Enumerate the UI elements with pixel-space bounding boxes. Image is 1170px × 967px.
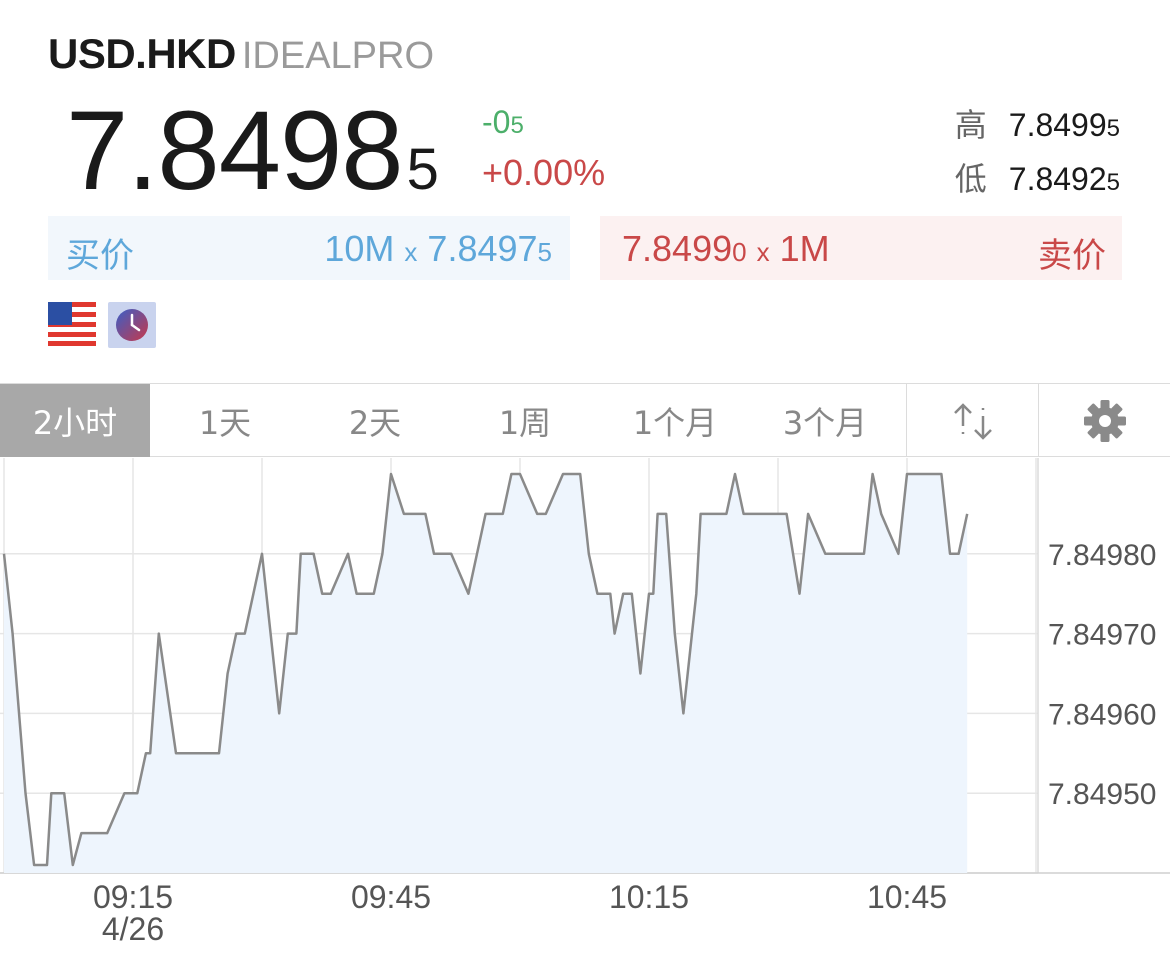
ask-x: x [756,237,770,267]
exchange-name: IDEALPRO [241,35,435,77]
ask-quote: 7.84990 x 1M [622,228,830,270]
bid-button[interactable]: 买价 10M x 7.84975 [48,216,570,280]
tab-3m-label: 3个月 [782,403,868,442]
tab-1w-label: 1周 [498,403,552,442]
ask-button[interactable]: 7.84990 x 1M 卖价 [600,216,1122,280]
y-tick-label: 7.84950 [1048,778,1156,811]
x-tick-label: 10:45 [867,879,947,915]
sort-arrows-icon [953,402,992,440]
price-area-fill [4,474,968,873]
settings-button[interactable] [1039,384,1170,457]
x-tick-label: 10:15 [609,879,689,915]
price-line [2,472,969,867]
ask-size: 1M [779,228,830,269]
tab-1m-label: 1个月 [632,403,718,442]
tab-1w[interactable]: 1周 [450,384,600,457]
last-price: 7.84985 [66,86,439,215]
high-value-main: 7.8499 [1008,107,1107,143]
symbol-header: USD.HKD IDEALPRO [48,30,434,78]
y-tick-label: 7.84980 [1048,539,1156,572]
tab-divider [906,384,907,457]
high-value: 7.84995 [1009,107,1120,143]
tab-1d[interactable]: 1天 [150,384,300,457]
price-change-percent: +0.00% [482,152,606,193]
x-tick-label: 09:45 [351,879,431,915]
bid-quote: 10M x 7.84975 [324,228,552,270]
price-change-sub: 5 [510,112,524,139]
tab-divider [1038,384,1039,457]
high-label: 高 [954,106,987,144]
bid-size: 10M [324,228,395,269]
bid-label: 买价 [66,236,134,276]
tab-2d[interactable]: 2天 [300,384,450,457]
x-date-label: 4/26 [102,911,164,947]
sort-button[interactable] [907,384,1038,457]
ask-price-sub: 0 [732,237,747,267]
bid-price-sub: 5 [537,237,552,267]
price-change: -05 [482,104,524,141]
low-value: 7.84925 [1009,161,1120,197]
clock-icon [116,309,148,341]
last-price-sub: 5 [406,137,439,202]
tab-2h-label: 2小时 [32,403,118,442]
low-label: 低 [954,160,987,198]
us-flag-icon [48,302,96,346]
low-row: 低 7.84925 [955,154,1120,200]
bid-price-main: 7.8497 [427,228,538,269]
tab-2d-label: 2天 [348,403,402,442]
price-chart[interactable]: 7.84980 7.84970 7.84960 7.84950 09:15 09:45 10… [0,458,1170,967]
tab-1d-label: 1天 [198,403,252,442]
gear-icon [1083,399,1126,442]
symbol-name: USD.HKD [48,30,236,77]
clock-button[interactable] [108,302,156,348]
last-price-main: 7.8498 [66,88,404,213]
tab-3m[interactable]: 3个月 [750,384,900,457]
x-tick-label: 09:15 [93,879,173,915]
y-tick-label: 7.84960 [1048,698,1156,731]
ask-price-main: 7.8499 [622,228,733,269]
y-tick-label: 7.84970 [1048,619,1156,652]
tab-1m[interactable]: 1个月 [600,384,750,457]
high-value-sub: 5 [1106,115,1120,142]
high-row: 高 7.84995 [955,100,1120,146]
tab-2h[interactable]: 2小时 [0,384,150,457]
low-value-main: 7.8492 [1008,161,1107,197]
range-tab-bar: 2小时 1天 2天 1周 1个月 3个月 [0,383,1170,457]
ask-label: 卖价 [1038,236,1106,276]
price-change-main: -0 [482,104,511,140]
low-value-sub: 5 [1106,169,1120,196]
bid-x: x [404,237,418,267]
